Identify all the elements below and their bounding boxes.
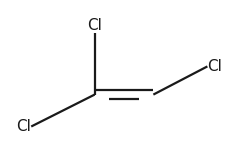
Text: Cl: Cl: [207, 59, 222, 74]
Text: Cl: Cl: [16, 119, 31, 134]
Text: Cl: Cl: [87, 18, 102, 33]
